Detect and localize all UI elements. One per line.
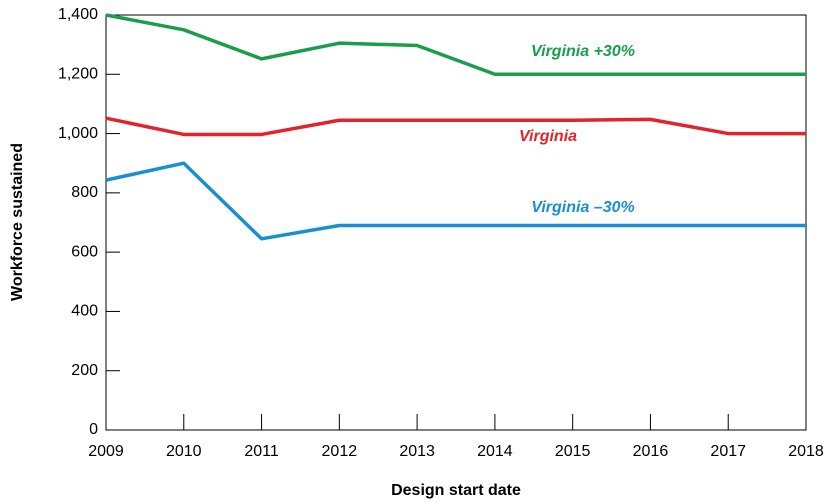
y-tick-label: 0	[89, 421, 98, 438]
y-tick-label: 1,000	[58, 125, 98, 142]
y-tick-label: 800	[71, 184, 98, 201]
y-axis-title: Workforce sustained	[9, 143, 26, 301]
x-tick-label: 2015	[555, 443, 591, 460]
y-tick-label: 400	[71, 303, 98, 320]
x-tick-label: 2009	[88, 443, 124, 460]
y-tick-label: 1,200	[58, 66, 98, 83]
plot-frame	[105, 14, 807, 431]
x-tick-label: 2012	[322, 443, 358, 460]
x-tick-label: 2011	[244, 443, 279, 460]
x-axis-title: Design start date	[391, 482, 521, 499]
series-label: Virginia –30%	[531, 199, 634, 216]
y-tick-label: 1,400	[58, 6, 98, 23]
series-label: Virginia	[519, 128, 577, 145]
y-tick-label: 600	[71, 243, 98, 260]
x-tick-label: 2010	[166, 443, 202, 460]
series-label: Virginia +30%	[531, 43, 635, 60]
series-line	[105, 13, 806, 77]
x-tick-label: 2018	[788, 443, 824, 460]
x-tick-label: 2013	[399, 443, 435, 460]
series-line	[105, 161, 806, 241]
y-tick-label: 200	[71, 362, 98, 379]
series-line	[105, 116, 806, 137]
x-tick-label: 2014	[477, 443, 513, 460]
x-tick-label: 2016	[633, 443, 669, 460]
x-tick-label: 2017	[710, 443, 746, 460]
